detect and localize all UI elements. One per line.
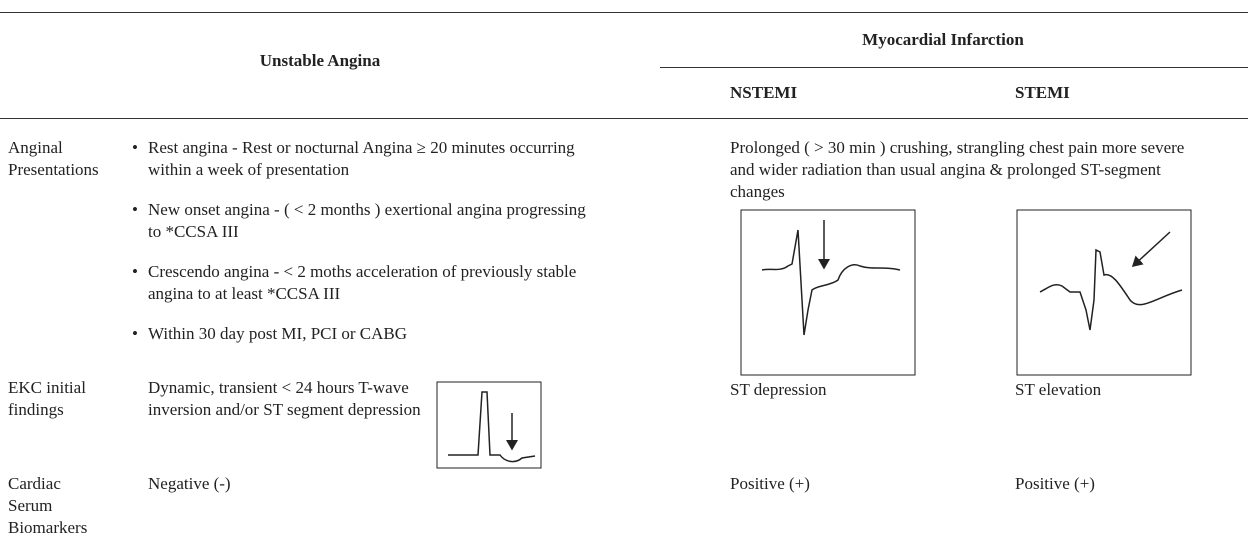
ecg-box (1017, 210, 1191, 375)
ecg-trace (762, 230, 900, 335)
page: Myocardial Infarction Unstable Angina NS… (0, 0, 1248, 558)
ecg-trace (448, 392, 535, 462)
arrow (1133, 232, 1170, 266)
ecg-box (741, 210, 915, 375)
ecg-figures (0, 0, 1248, 558)
ecg-trace (1040, 250, 1182, 330)
